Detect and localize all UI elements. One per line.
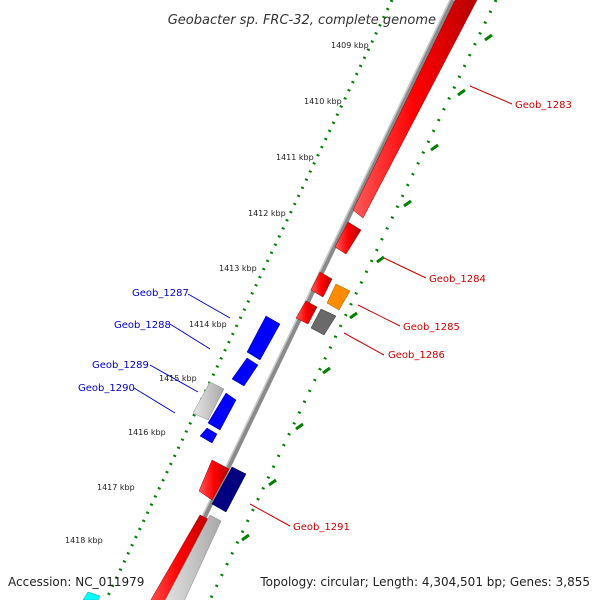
forward-strand-genes: [150, 0, 478, 600]
gene-grey[interactable]: [310, 308, 337, 336]
tick-label-1418: 1418 kbp: [65, 536, 103, 545]
gene-label-geob-1285[interactable]: Geob_1285: [403, 322, 460, 333]
gene-label-geob-1286[interactable]: Geob_1286: [388, 350, 445, 361]
gene-geob-1291-red[interactable]: [198, 459, 230, 501]
ruler-labels: 1409 kbp 1410 kbp 1411 kbp 1412 kbp 1413…: [65, 41, 369, 545]
gene-red-b[interactable]: [295, 300, 318, 325]
genome-title: Geobacter sp. FRC-32, complete genome: [168, 13, 436, 28]
tick-label-1410: 1410 kbp: [304, 97, 342, 106]
gene-label-geob-1289[interactable]: Geob_1289: [92, 360, 149, 371]
reverse-strand-genes: [82, 315, 281, 600]
gene-geob-1290-a[interactable]: [207, 392, 237, 431]
forward-gene-labels: Geob_1283 Geob_1284 Geob_1285 Geob_1286 …: [293, 100, 572, 533]
tick-label-1412: 1412 kbp: [248, 209, 286, 218]
gene-label-geob-1283[interactable]: Geob_1283: [515, 100, 572, 111]
gene-label-geob-1288[interactable]: Geob_1288: [114, 320, 171, 331]
gene-red-a[interactable]: [310, 271, 333, 298]
gene-geob-1289[interactable]: [192, 381, 225, 421]
gene-geob-1290-b[interactable]: [199, 427, 218, 444]
tick-label-1413: 1413 kbp: [219, 264, 257, 273]
reverse-gene-labels: Geob_1287 Geob_1288 Geob_1289 Geob_1290: [78, 288, 189, 394]
genome-summary-text: Topology: circular; Length: 4,304,501 bp…: [259, 575, 590, 589]
label-leader-lines: [133, 85, 513, 527]
gene-cyan-bottom[interactable]: [82, 591, 101, 600]
tick-label-1417: 1417 kbp: [97, 483, 135, 492]
gene-label-geob-1291[interactable]: Geob_1291: [293, 522, 350, 533]
gene-label-geob-1287[interactable]: Geob_1287: [132, 288, 189, 299]
gene-geob-1291[interactable]: [211, 466, 247, 513]
gene-light-grey-bottom[interactable]: [160, 514, 222, 600]
gene-geob-1288[interactable]: [231, 357, 259, 387]
tick-label-1415: 1415 kbp: [159, 374, 197, 383]
gene-label-geob-1290[interactable]: Geob_1290: [78, 383, 135, 394]
accession-text: Accession: NC_011979: [8, 575, 144, 589]
tick-label-1409: 1409 kbp: [331, 41, 369, 50]
gene-geob-1284[interactable]: [334, 221, 362, 255]
tick-label-1414: 1414 kbp: [189, 320, 227, 329]
gene-geob-1287[interactable]: [246, 315, 281, 361]
tick-label-1416: 1416 kbp: [128, 428, 166, 437]
gene-label-geob-1284[interactable]: Geob_1284: [429, 274, 486, 285]
ruler-ticks: [104, 0, 498, 600]
gene-geob-1283[interactable]: [352, 0, 478, 219]
gene-orange[interactable]: [326, 283, 351, 311]
tick-label-1411: 1411 kbp: [276, 153, 314, 162]
genome-backbone: [161, 0, 455, 600]
